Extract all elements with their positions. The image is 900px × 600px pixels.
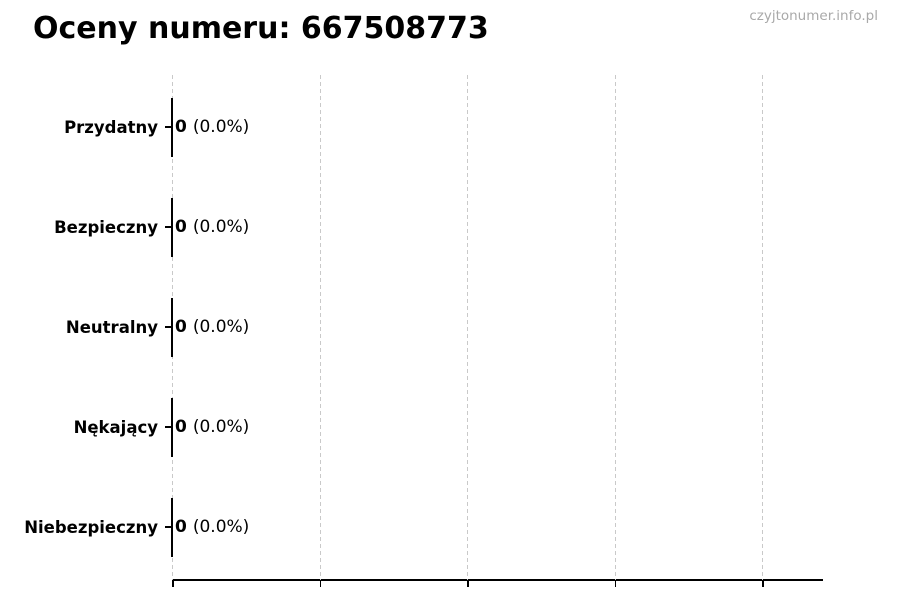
gridline <box>467 75 468 580</box>
gridline <box>614 75 616 580</box>
y-axis-tick <box>165 426 172 428</box>
x-axis-line <box>172 579 823 581</box>
value-text: 0 (0.0%) <box>175 298 249 357</box>
value-count: 0 <box>175 217 187 237</box>
value-percent: (0.0%) <box>192 317 250 337</box>
watermark: czyjtonumer.info.pl <box>749 8 878 24</box>
value-count: 0 <box>175 417 187 437</box>
zero-value-bar <box>171 197 173 257</box>
zero-value-bar <box>171 397 173 457</box>
x-axis-tick <box>319 581 321 587</box>
plot-area <box>172 75 823 587</box>
category-row: Niebezpieczny 0 (0.0%) <box>0 497 900 557</box>
value-count: 0 <box>175 117 187 137</box>
zero-value-bar <box>171 97 173 157</box>
y-axis-tick <box>165 326 172 328</box>
chart-title: Oceny numeru: 667508773 <box>33 11 489 46</box>
value-count: 0 <box>175 317 187 337</box>
value-text: 0 (0.0%) <box>175 198 249 257</box>
value-text: 0 (0.0%) <box>175 398 249 457</box>
gridline <box>172 75 173 580</box>
x-axis-tick <box>172 581 174 587</box>
value-percent: (0.0%) <box>192 517 250 537</box>
zero-value-bar <box>171 497 173 557</box>
value-percent: (0.0%) <box>192 217 250 237</box>
category-label: Neutralny <box>65 317 158 337</box>
value-percent: (0.0%) <box>192 417 250 437</box>
category-label: Bezpieczny <box>54 217 158 237</box>
gridline <box>319 75 321 580</box>
category-row: Bezpieczny 0 (0.0%) <box>0 197 900 257</box>
y-axis-tick <box>165 126 172 128</box>
category-row: Przydatny 0 (0.0%) <box>0 97 900 157</box>
category-label: Przydatny <box>64 117 158 137</box>
x-axis-tick <box>614 581 616 587</box>
category-label: Nękający <box>73 417 158 437</box>
zero-value-bar <box>171 297 173 357</box>
y-axis-tick <box>165 526 172 528</box>
category-label: Niebezpieczny <box>24 517 158 537</box>
value-percent: (0.0%) <box>192 117 250 137</box>
x-axis-tick <box>467 581 469 587</box>
x-axis-tick <box>762 581 764 587</box>
value-count: 0 <box>175 517 187 537</box>
category-row: Nękający 0 (0.0%) <box>0 397 900 457</box>
gridline <box>762 75 763 580</box>
value-text: 0 (0.0%) <box>175 498 249 557</box>
value-text: 0 (0.0%) <box>175 98 249 157</box>
y-axis-tick <box>165 226 172 228</box>
category-row: Neutralny 0 (0.0%) <box>0 297 900 357</box>
